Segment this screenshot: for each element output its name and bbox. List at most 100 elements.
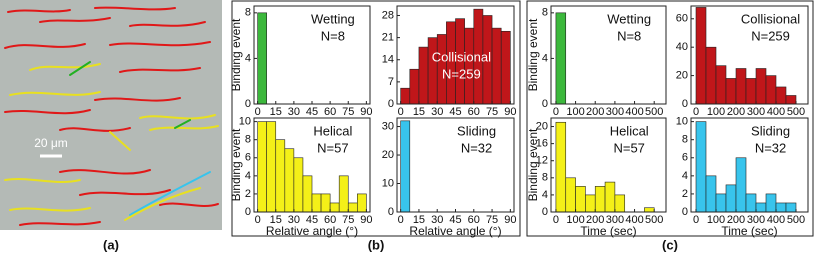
x-tick-label: 0: [255, 214, 261, 226]
panel-frame: [526, 0, 814, 237]
bar: [715, 193, 727, 213]
x-tick-label: 45: [306, 214, 318, 226]
y-tick-label: 28: [382, 9, 394, 21]
x-tick-label: 200: [586, 214, 604, 226]
x-tick-label: 500: [645, 106, 663, 118]
y-tick-label: 16: [536, 138, 548, 150]
axes-frame: [550, 117, 667, 213]
x-tick-label: 500: [787, 214, 805, 226]
bar: [725, 184, 737, 213]
x-tick-label: 200: [586, 106, 604, 118]
y-tick-label: 8: [542, 7, 548, 19]
bar: [765, 75, 777, 105]
annotation: N=8: [617, 28, 641, 43]
y-tick-label: 20: [382, 149, 394, 161]
x-tick-label: 300: [606, 214, 624, 226]
x-tick-label: 45: [449, 214, 461, 226]
bar: [491, 27, 502, 105]
annotation: Wetting: [311, 11, 355, 26]
y-tick-label: 8: [245, 134, 251, 146]
bar: [284, 148, 295, 213]
x-tick-label: 15: [270, 106, 282, 118]
x-tick-label: 0: [553, 106, 559, 118]
annotation: Sliding: [457, 123, 496, 138]
x-tick-label: 30: [431, 106, 443, 118]
axes-frame: [690, 117, 809, 213]
y-tick-label: 2: [245, 188, 251, 200]
bar: [775, 86, 787, 105]
x-tick-label: 100: [707, 214, 725, 226]
bar: [785, 202, 797, 213]
x-tick-label: 300: [747, 106, 765, 118]
x-tick-label: 60: [468, 214, 480, 226]
y-tick-label: 0: [682, 98, 688, 110]
annotation: N=32: [461, 140, 492, 155]
y-tick-label: 60: [676, 13, 688, 25]
bar: [427, 37, 438, 105]
y-tick-label: 6: [245, 152, 251, 164]
x-tick-label: 30: [288, 214, 300, 226]
y-tick-label: 14: [382, 54, 394, 66]
x-tick-label: 300: [606, 106, 624, 118]
bar: [302, 175, 313, 213]
x-tick-label: 0: [693, 106, 699, 118]
bar: [755, 68, 767, 105]
bar: [604, 181, 616, 213]
annotation: N=32: [755, 140, 786, 155]
bar: [614, 194, 626, 213]
bar: [293, 157, 304, 213]
panel-frame: [231, 0, 521, 237]
y-tick-label: 0: [388, 206, 394, 218]
y-tick-label: 12: [536, 155, 548, 167]
x-tick-label: 90: [360, 106, 372, 118]
y-tick-label: 8: [682, 134, 688, 146]
x-tick-label: 100: [707, 106, 725, 118]
x-tick-label: 75: [342, 106, 354, 118]
x-tick-label: 100: [566, 214, 584, 226]
x-tick-label: 0: [255, 106, 261, 118]
bar: [500, 30, 511, 105]
x-tick-label: 15: [413, 214, 425, 226]
y-tick-label: 30: [382, 120, 394, 132]
x-axis-label: Time (sec): [721, 224, 777, 238]
x-axis-label: Relative angle (°): [266, 224, 358, 238]
y-tick-label: 10: [239, 116, 251, 128]
x-tick-label: 200: [727, 106, 745, 118]
scale-bar-label: 20 μm: [34, 136, 68, 150]
bar: [775, 202, 787, 213]
bar: [735, 157, 747, 213]
x-tick-label: 75: [342, 214, 354, 226]
bar: [418, 46, 429, 105]
image-background: [0, 0, 222, 230]
bar: [695, 7, 707, 105]
y-tick-label: 0: [682, 206, 688, 218]
annotation: N=259: [442, 66, 481, 81]
x-tick-label: 0: [553, 214, 559, 226]
x-tick-label: 75: [486, 106, 498, 118]
y-axis-label: Binding event: [526, 128, 540, 201]
bar: [594, 186, 606, 213]
y-tick-label: 0: [245, 206, 251, 218]
annotation: Collisional: [432, 49, 491, 64]
x-tick-label: 60: [324, 106, 336, 118]
bar: [266, 121, 277, 213]
y-tick-label: 4: [245, 170, 251, 182]
bar: [705, 175, 717, 213]
x-tick-label: 30: [288, 106, 300, 118]
bar: [755, 202, 767, 213]
bar: [329, 202, 340, 213]
y-tick-label: 20: [676, 70, 688, 82]
y-tick-label: 6: [682, 152, 688, 164]
x-tick-label: 0: [398, 106, 404, 118]
bar: [555, 121, 567, 213]
y-tick-label: 4: [542, 52, 548, 64]
bar: [275, 139, 286, 213]
x-tick-label: 90: [504, 106, 516, 118]
bar: [715, 65, 727, 105]
x-axis-label: Relative angle (°): [409, 224, 501, 238]
x-tick-label: 30: [431, 214, 443, 226]
annotation: N=259: [751, 28, 790, 43]
trajectories: [4, 6, 219, 226]
y-tick-label: 10: [382, 177, 394, 189]
bar: [785, 95, 797, 105]
